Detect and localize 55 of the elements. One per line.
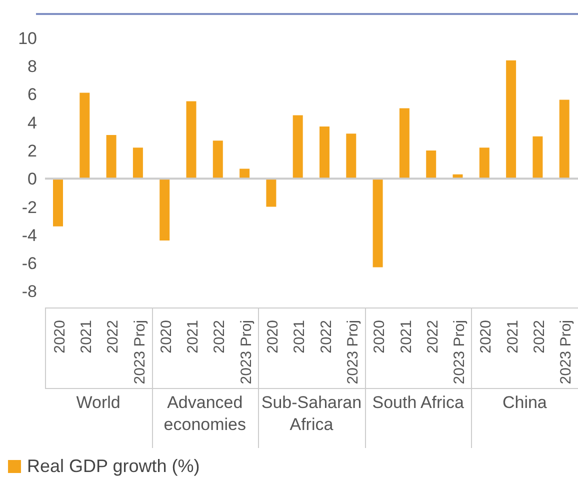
x-tick-label: 2022 [531,320,548,354]
y-tick-label: 6 [28,85,37,104]
x-tick-label: 2023 Proj [238,320,255,384]
x-tick-label: 2023 Proj [131,320,148,384]
y-tick-label: -4 [22,226,37,245]
x-tick-label: 2020 [371,320,388,354]
y-tick-label: 4 [28,113,37,132]
legend-label: Real GDP growth (%) [26,456,200,477]
x-tick-label: 2021 [504,320,522,354]
bar [320,126,330,179]
text: China [501,392,548,414]
bar [426,150,436,179]
bar [292,115,303,179]
text: South Africa [371,392,465,414]
bar [346,134,356,179]
x-tick-label: 2022 [424,320,442,354]
x-tick-label: 2020 [158,320,175,354]
x-tick-label: 2020 [478,320,495,354]
bar [266,178,276,207]
y-tick-label: 10 [18,28,37,48]
bar [506,60,516,179]
text: World [75,392,122,414]
bar [479,148,490,179]
x-tick-label: 2021 [78,320,95,354]
bar [559,100,570,179]
bar [240,168,250,179]
bar [160,178,170,240]
bar [106,134,116,179]
bar [532,136,543,179]
x-tick-label: 2021 [398,320,415,354]
x-tick-label: 2021 [184,320,202,354]
x-tick-label: 2022 [318,320,335,354]
bar [372,178,383,268]
y-tick-label: -6 [22,254,37,274]
bar [399,108,410,179]
y-tick-label: 0 [28,170,37,189]
text: Sub-Saharan Africa [260,392,363,436]
text: Advanced economies [162,392,247,436]
bar [80,92,90,179]
bar [212,140,223,179]
y-tick-label: -2 [22,198,37,217]
bar [132,148,143,179]
x-tick-label: 2023 Proj [451,320,468,384]
x-tick-label: 2023 Proj [344,320,362,384]
y-tick-label: -8 [22,282,37,302]
bar [186,101,196,179]
x-tick-label: 2021 [291,320,308,354]
x-tick-label: 2020 [264,320,282,354]
y-tick-label: 8 [28,57,37,76]
x-tick-label: 2020 [51,320,68,354]
x-tick-label: 2022 [104,320,122,354]
y-tick-label: 2 [28,141,37,160]
x-tick-label: 2023 Proj [558,320,575,384]
bar [53,178,63,226]
x-tick-label: 2022 [211,320,228,354]
